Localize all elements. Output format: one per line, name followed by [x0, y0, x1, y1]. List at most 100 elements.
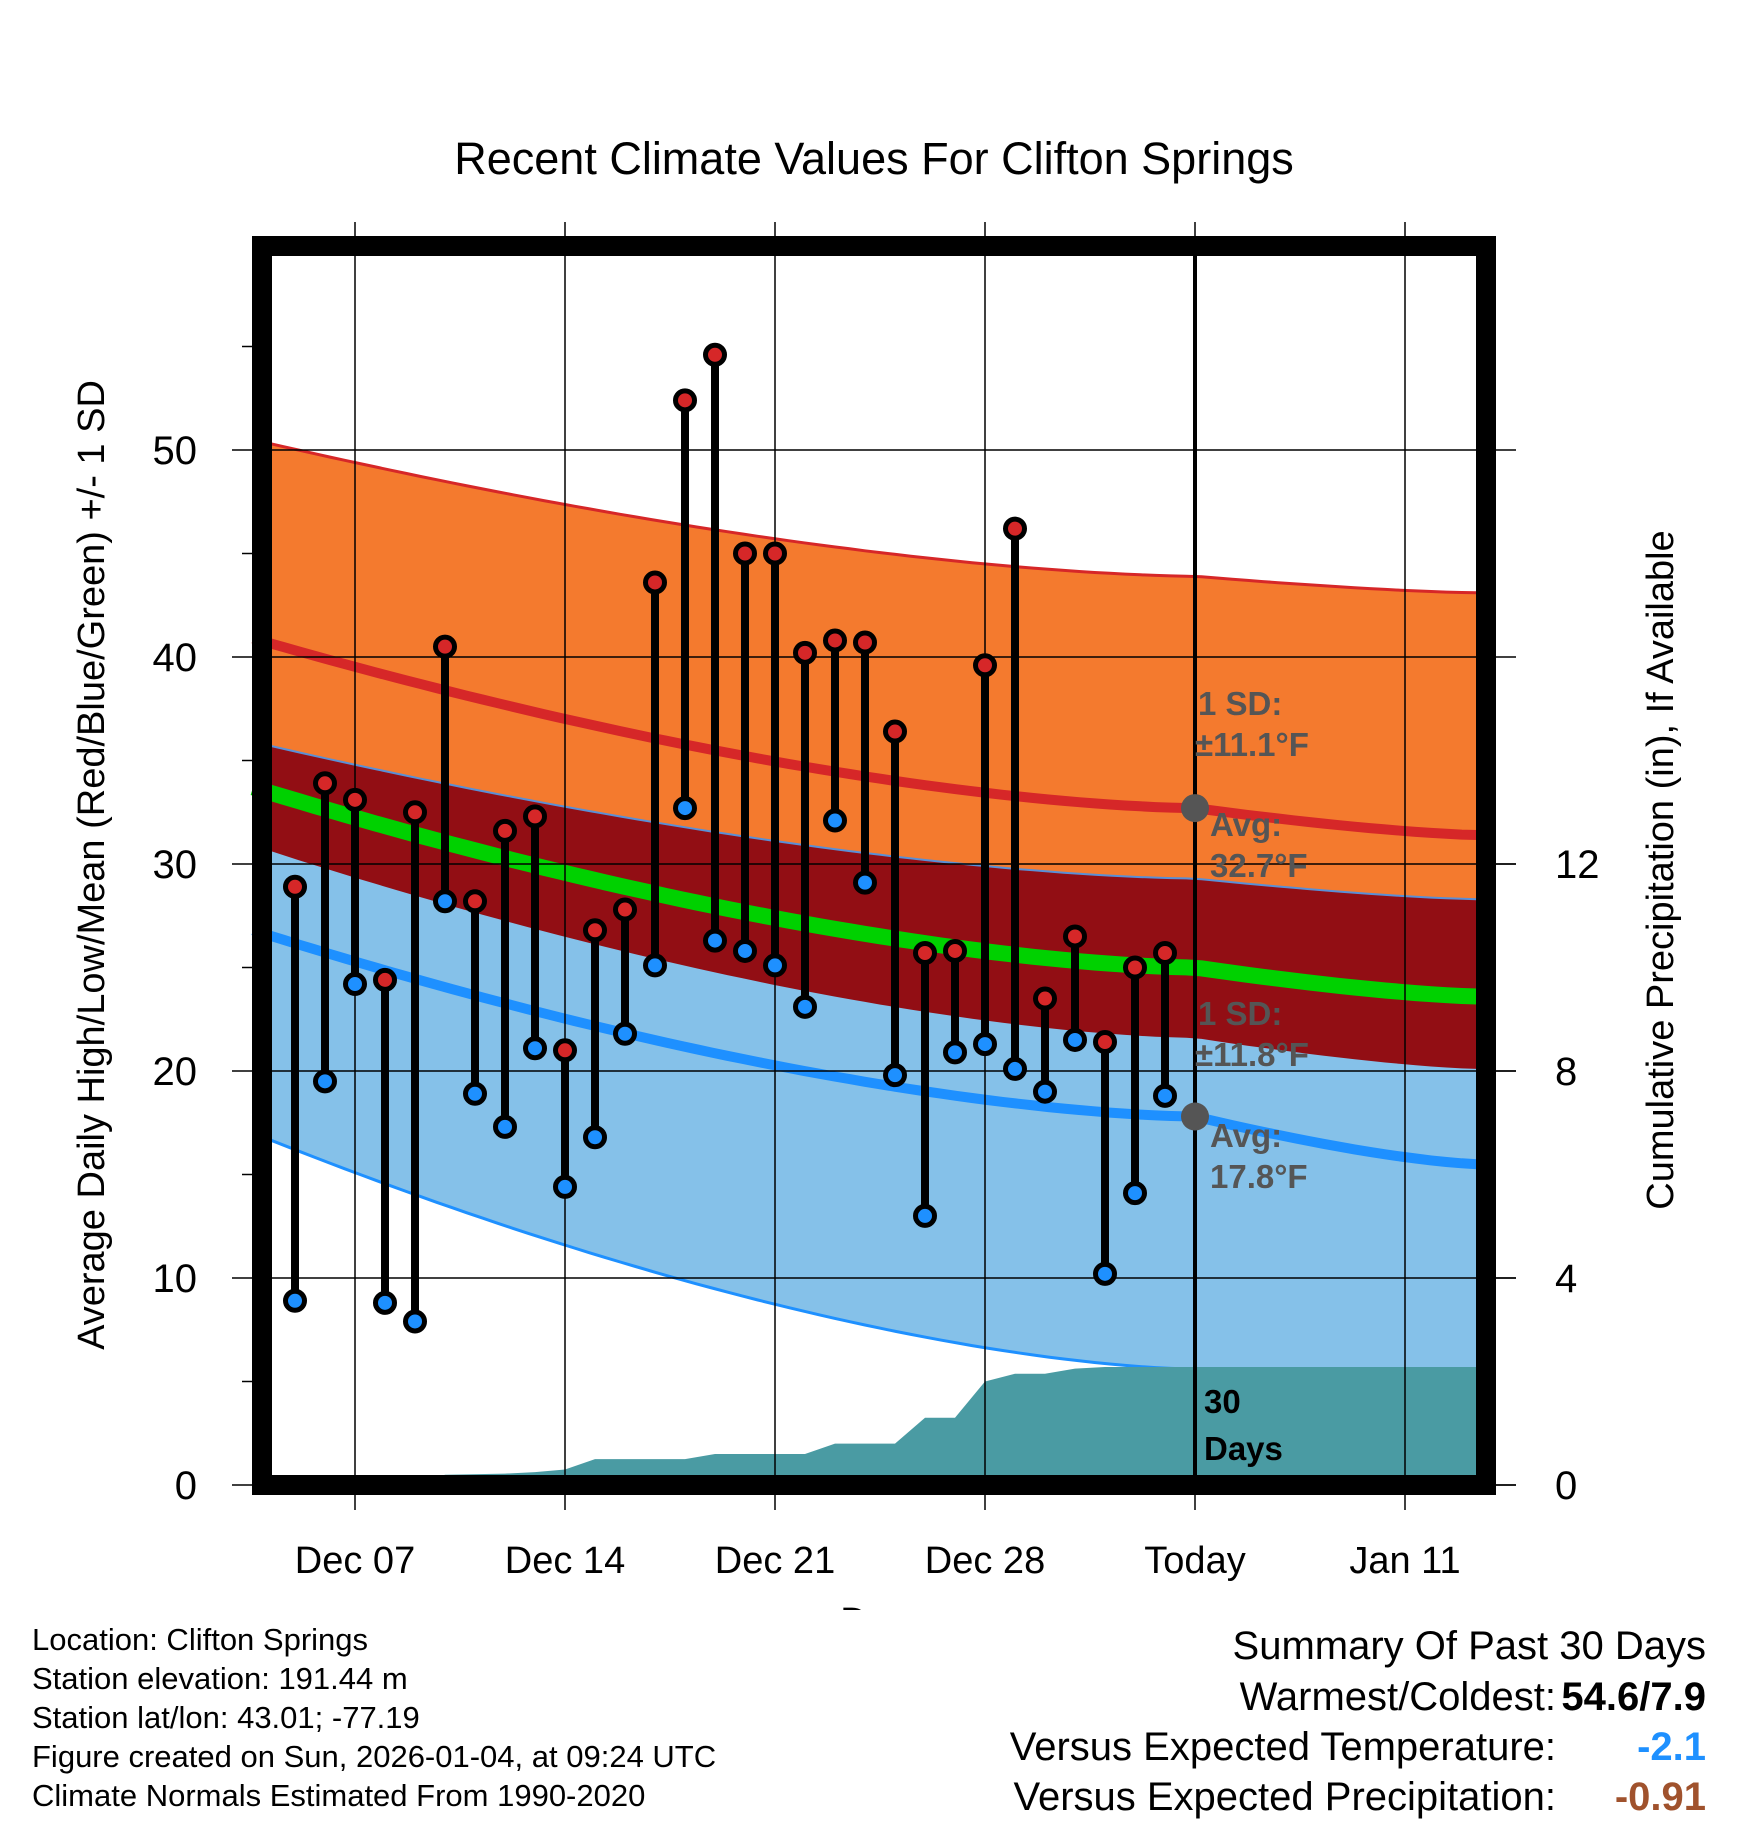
daily-low-point	[1153, 1083, 1177, 1108]
daily-high-point	[1153, 941, 1177, 966]
y-tick-label: 10	[153, 1257, 198, 1301]
daily-high-point	[1063, 924, 1087, 949]
high-sd-label: 1 SD:	[1198, 685, 1282, 722]
daily-low-point	[373, 1290, 397, 1315]
daily-high-point	[583, 918, 607, 943]
x-tick-label: Dec 28	[925, 1540, 1045, 1582]
high-sd-value: ±11.1°F	[1195, 726, 1309, 763]
daily-low-point	[673, 796, 697, 821]
daily-low-point	[943, 1040, 967, 1065]
overlap-band	[253, 741, 1477, 1069]
daily-low-point	[733, 938, 757, 963]
daily-low-point	[763, 953, 787, 978]
daily-high-point	[433, 634, 457, 659]
high-avg-today-marker	[1181, 794, 1209, 823]
daily-low-point	[403, 1309, 427, 1334]
y-tick-label: 50	[153, 429, 198, 473]
daily-low-point	[493, 1114, 517, 1139]
daily-low-point	[883, 1063, 907, 1088]
low-avg-today-marker	[1181, 1102, 1209, 1131]
daily-high-point	[1033, 986, 1057, 1011]
temp-departure-value: -2.1	[1637, 1725, 1706, 1769]
elevation-text: Station elevation: 191.44 m	[32, 1661, 408, 1696]
y-tick-label: 0	[175, 1464, 197, 1508]
plot-frame	[252, 236, 1496, 1495]
daily-low-point	[343, 972, 367, 997]
daily-low-point	[1123, 1181, 1147, 1206]
daily-high-point	[823, 628, 847, 653]
summary-panel: Summary Of Past 30 Days Warmest/Coldest:…	[806, 1620, 1706, 1822]
latlon-text: Station lat/lon: 43.01; -77.19	[32, 1700, 420, 1735]
days-count: 30	[1204, 1383, 1241, 1420]
daily-high-point	[703, 342, 727, 367]
daily-high-point	[1123, 955, 1147, 980]
daily-low-point	[643, 953, 667, 978]
daily-range-bars	[283, 342, 1177, 1334]
warmest-coldest-value: 54.6/7.9	[1561, 1675, 1706, 1719]
precip-fill	[415, 1367, 1477, 1485]
y2-tick-label: 0	[1555, 1464, 1577, 1508]
daily-high-point	[943, 938, 967, 963]
y2-tick-label: 8	[1555, 1050, 1577, 1094]
chart-title: Recent Climate Values For Clifton Spring…	[454, 133, 1294, 184]
daily-low-point	[613, 1021, 637, 1046]
annotations: 1 SD: ±11.1°F Avg: 32.7°F 1 SD: ±11.8°F Avg: 17…	[1181, 685, 1309, 1467]
x-tick-label: Dec 21	[715, 1540, 835, 1582]
daily-high-point	[853, 630, 877, 655]
daily-high-point	[523, 804, 547, 829]
daily-low-point	[793, 994, 817, 1019]
station-info: Location: Clifton Springs Station elevat…	[32, 1620, 716, 1815]
x-tick-label: Dec 14	[505, 1540, 625, 1582]
daily-low-point	[1003, 1056, 1027, 1081]
y2-axis-label: Cumulative Precipitation (in), If Availa…	[1640, 530, 1682, 1209]
daily-high-point	[313, 771, 337, 796]
daily-low-point	[583, 1125, 607, 1150]
daily-high-point	[373, 967, 397, 992]
x-tick-label: Today	[1144, 1540, 1245, 1582]
daily-low-point	[853, 870, 877, 895]
y2-tick-label: 12	[1555, 843, 1600, 887]
daily-high-point	[673, 388, 697, 413]
precip-departure-label: Versus Expected Precipitation:	[1013, 1775, 1556, 1819]
y-tick-label: 20	[153, 1050, 198, 1094]
low-sd-value: ±11.8°F	[1195, 1036, 1309, 1073]
daily-high-point	[613, 897, 637, 922]
daily-low-point	[1093, 1261, 1117, 1286]
warmest-coldest-label: Warmest/Coldest:	[1239, 1675, 1556, 1719]
low-avg-line	[251, 925, 1478, 1170]
summary-row-precip: Versus Expected Precipitation: -0.91	[806, 1772, 1706, 1822]
summary-title: Summary Of Past 30 Days	[1232, 1624, 1706, 1668]
summary-row-warmest: Warmest/Coldest: 54.6/7.9	[806, 1672, 1706, 1722]
daily-high-point	[463, 889, 487, 914]
daily-low-point	[463, 1081, 487, 1106]
high-avg-value: 32.7°F	[1210, 847, 1308, 884]
location-text: Location: Clifton Springs	[32, 1622, 369, 1657]
daily-high-point	[733, 541, 757, 566]
precipitation-area	[415, 1367, 1477, 1485]
daily-low-point	[913, 1203, 937, 1228]
daily-low-point	[313, 1069, 337, 1094]
high-avg-label: Avg:	[1210, 806, 1282, 843]
low-avg-value: 17.8°F	[1210, 1158, 1308, 1195]
plot-border	[252, 236, 1496, 1495]
daily-high-point	[343, 787, 367, 812]
created-text: Figure created on Sun, 2026-01-04, at 09…	[32, 1739, 717, 1774]
daily-low-point	[973, 1032, 997, 1057]
low-sd-label: 1 SD:	[1198, 995, 1282, 1032]
daily-high-point	[283, 874, 307, 899]
days-label: Days	[1204, 1430, 1283, 1467]
daily-low-point	[1063, 1027, 1087, 1052]
x-axis-label: Day	[840, 1601, 908, 1610]
precip-departure-value: -0.91	[1614, 1775, 1706, 1819]
daily-high-point	[643, 570, 667, 595]
daily-low-point	[523, 1036, 547, 1061]
low-avg-label: Avg:	[1210, 1117, 1282, 1154]
daily-low-point	[433, 889, 457, 914]
daily-high-point	[913, 941, 937, 966]
daily-low-point	[553, 1174, 577, 1199]
summary-row-temp: Versus Expected Temperature: -2.1	[806, 1722, 1706, 1772]
x-tick-label: Jan 11	[1349, 1540, 1460, 1582]
y-tick-label: 40	[153, 636, 198, 680]
y-axis-label: Average Daily High/Low/Mean (Red/Blue/Gr…	[71, 380, 113, 1350]
daily-high-point	[493, 818, 517, 843]
